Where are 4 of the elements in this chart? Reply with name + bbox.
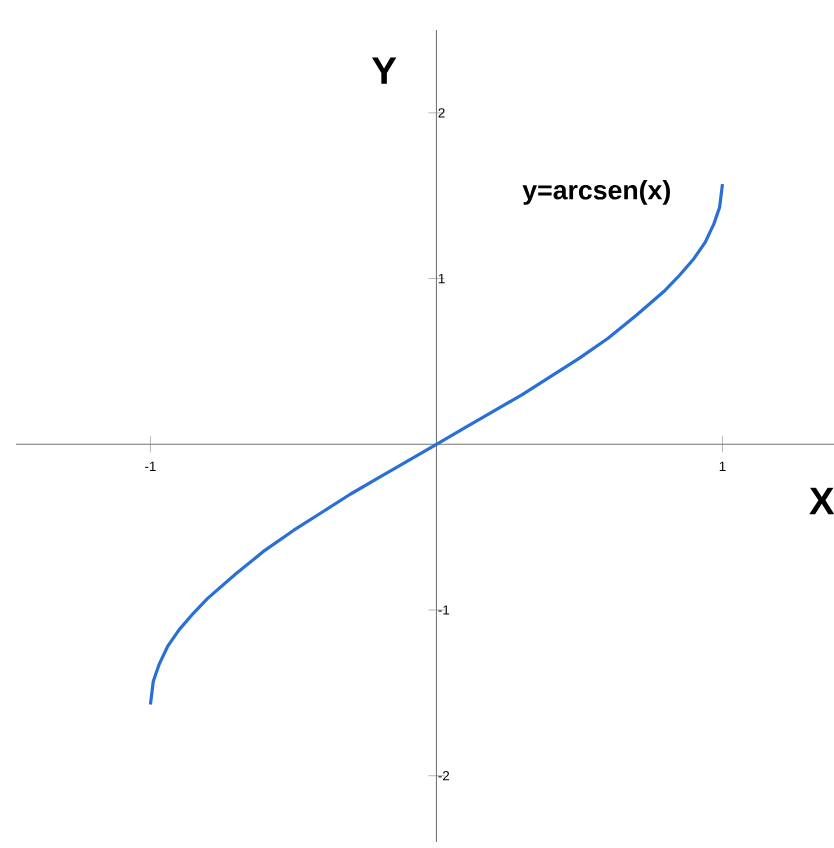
line-series (148, 182, 725, 707)
x-axis-title: X (809, 487, 834, 515)
annotation: y=arcsen(x) (522, 179, 670, 205)
y-axis-title: Y (371, 57, 397, 84)
